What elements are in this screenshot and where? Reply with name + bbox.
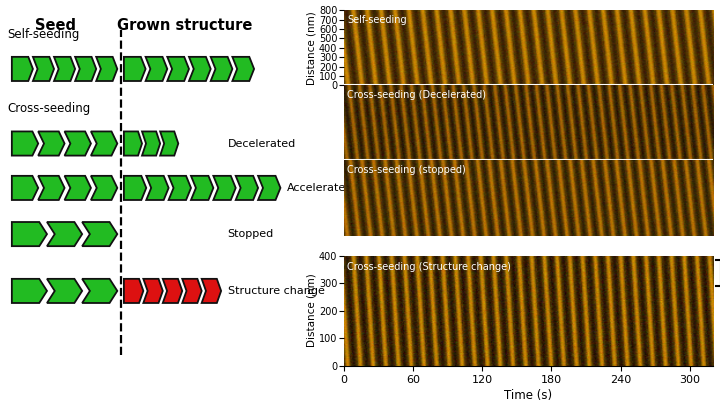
Polygon shape — [12, 222, 47, 246]
X-axis label: Time (s): Time (s) — [504, 389, 552, 402]
Polygon shape — [124, 176, 146, 200]
Polygon shape — [33, 57, 54, 81]
Text: Structure change: Structure change — [228, 286, 325, 296]
Polygon shape — [65, 176, 91, 200]
Polygon shape — [211, 57, 233, 81]
Polygon shape — [54, 57, 75, 81]
Text: Grown structure: Grown structure — [117, 18, 252, 33]
Polygon shape — [145, 57, 167, 81]
Polygon shape — [146, 176, 168, 200]
Polygon shape — [124, 279, 143, 303]
Polygon shape — [167, 57, 189, 81]
Polygon shape — [124, 131, 142, 156]
Polygon shape — [82, 279, 117, 303]
Polygon shape — [47, 222, 82, 246]
Polygon shape — [91, 176, 117, 200]
Text: Self-seeding: Self-seeding — [7, 28, 79, 40]
Polygon shape — [12, 279, 47, 303]
Text: Cross-seeding (Decelerated): Cross-seeding (Decelerated) — [347, 90, 486, 100]
Polygon shape — [75, 57, 96, 81]
Text: Decelerated: Decelerated — [228, 138, 296, 149]
Polygon shape — [163, 279, 182, 303]
Text: Cross-seeding (stopped): Cross-seeding (stopped) — [347, 165, 466, 175]
Text: Accelerated: Accelerated — [287, 183, 354, 193]
Polygon shape — [82, 222, 117, 246]
Text: Self-seeding: Self-seeding — [347, 15, 407, 25]
Polygon shape — [38, 131, 65, 156]
Polygon shape — [182, 279, 202, 303]
Text: Seed: Seed — [35, 18, 76, 33]
Polygon shape — [191, 176, 213, 200]
Polygon shape — [233, 57, 254, 81]
Polygon shape — [168, 176, 191, 200]
Y-axis label: Distance (nm): Distance (nm) — [306, 274, 316, 347]
Polygon shape — [124, 57, 145, 81]
Polygon shape — [258, 176, 281, 200]
Text: Cross-seeding (Structure change): Cross-seeding (Structure change) — [347, 262, 511, 272]
Text: Cross-seeding: Cross-seeding — [7, 102, 90, 115]
Polygon shape — [12, 131, 38, 156]
Polygon shape — [65, 131, 91, 156]
Polygon shape — [189, 57, 211, 81]
Polygon shape — [202, 279, 221, 303]
Polygon shape — [160, 131, 179, 156]
Polygon shape — [91, 131, 117, 156]
Polygon shape — [143, 279, 163, 303]
Polygon shape — [38, 176, 65, 200]
Polygon shape — [47, 279, 82, 303]
Y-axis label: Distance (nm): Distance (nm) — [306, 11, 316, 85]
Polygon shape — [213, 176, 235, 200]
Text: Stopped: Stopped — [228, 229, 274, 239]
Polygon shape — [12, 176, 38, 200]
Polygon shape — [235, 176, 258, 200]
Polygon shape — [96, 57, 117, 81]
Polygon shape — [12, 57, 33, 81]
Polygon shape — [142, 131, 160, 156]
